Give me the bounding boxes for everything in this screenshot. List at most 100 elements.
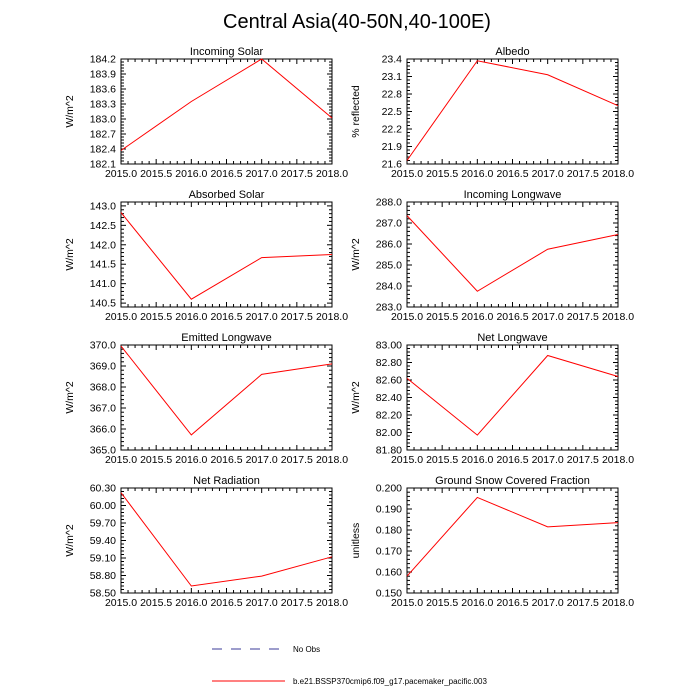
y-tick-label: 285.0 — [376, 260, 402, 272]
x-tick-label: 2016.5 — [496, 597, 528, 609]
y-tick-label: 59.70 — [90, 518, 116, 530]
y-tick-label: 82.00 — [376, 427, 402, 439]
x-tick-label: 2016.5 — [496, 311, 528, 323]
x-tick-label: 2015.5 — [140, 168, 172, 180]
series-line — [406, 215, 619, 292]
x-tick-label: 2017.5 — [567, 168, 599, 180]
x-tick-label: 2016.0 — [175, 597, 207, 609]
legend-label-model-run: b.e21.BSSP370cmip6.f09_g17.pacemaker_pac… — [293, 677, 487, 686]
y-tick-label: 183.0 — [90, 114, 116, 126]
x-tick-label: 2015.5 — [426, 597, 458, 609]
x-tick-label: 2015.0 — [105, 597, 137, 609]
y-tick-label: 140.5 — [90, 298, 116, 310]
series-line — [406, 60, 619, 161]
y-tick-label: 366.0 — [90, 424, 116, 436]
panel-emitted-longwave: Emitted Longwave 2015.0 2015.5 2016.0 2016.5… — [64, 332, 348, 466]
y-tick-label: 22.2 — [382, 124, 403, 136]
y-axis-label: unitless — [350, 523, 362, 559]
y-tick-label: 183.6 — [90, 84, 116, 96]
panel-title: Net Radiation — [193, 475, 260, 487]
x-tick-label: 2016.0 — [175, 168, 207, 180]
y-axis-label: % reflected — [350, 85, 362, 138]
series-line — [120, 345, 333, 436]
x-tick-label: 2017.5 — [567, 311, 599, 323]
y-tick-label: 82.80 — [376, 357, 402, 369]
y-axis-label: W/m^2 — [350, 381, 362, 414]
x-tick-label: 2016.0 — [461, 311, 493, 323]
x-tick-label: 2017.0 — [246, 454, 278, 466]
x-tick-label: 2015.5 — [140, 454, 172, 466]
x-tick-label: 2018.0 — [316, 168, 348, 180]
panel-title: Emitted Longwave — [181, 332, 272, 344]
x-tick-label: 2016.5 — [210, 168, 242, 180]
panel-title: Absorbed Solar — [189, 189, 265, 201]
y-tick-label: 288.0 — [376, 197, 402, 209]
series-line — [406, 496, 619, 577]
panel-incoming-longwave: Incoming Longwave 2015.0 2015.5 2016.0 2016.… — [350, 189, 634, 323]
x-tick-label: 2016.5 — [210, 454, 242, 466]
x-tick-label: 2016.5 — [496, 168, 528, 180]
y-tick-label: 184.2 — [90, 54, 116, 66]
y-tick-label: 183.3 — [90, 99, 116, 111]
legend-label-no-obs: No Obs — [293, 645, 320, 654]
y-axis-label: W/m^2 — [64, 381, 76, 414]
series-line — [120, 58, 333, 151]
x-tick-label: 2018.0 — [316, 311, 348, 323]
y-tick-label: 81.80 — [376, 445, 402, 457]
x-tick-label: 2016.0 — [175, 454, 207, 466]
y-tick-label: 143.0 — [90, 200, 116, 212]
x-tick-label: 2016.5 — [210, 597, 242, 609]
x-tick-label: 2015.5 — [426, 311, 458, 323]
x-tick-label: 2015.0 — [391, 168, 423, 180]
x-tick-label: 2016.0 — [461, 597, 493, 609]
y-tick-label: 0.160 — [376, 567, 402, 579]
x-tick-label: 2017.0 — [532, 597, 564, 609]
x-tick-label: 2018.0 — [602, 311, 634, 323]
x-tick-label: 2017.5 — [281, 311, 313, 323]
x-tick-label: 2017.0 — [532, 454, 564, 466]
y-tick-label: 183.9 — [90, 69, 116, 81]
y-tick-label: 283.0 — [376, 302, 402, 314]
panel-title: Net Longwave — [477, 332, 547, 344]
y-tick-label: 22.5 — [382, 106, 403, 118]
panel-title: Incoming Longwave — [464, 189, 562, 201]
y-tick-label: 368.0 — [90, 382, 116, 394]
y-tick-label: 182.7 — [90, 129, 116, 141]
panel-absorbed-solar: Absorbed Solar 2015.0 2015.5 2016.0 2016.5 20… — [64, 189, 348, 323]
y-tick-label: 369.0 — [90, 361, 116, 373]
panel-title: Albedo — [495, 46, 529, 58]
panel-title: Incoming Solar — [190, 46, 264, 58]
series-line — [406, 354, 619, 436]
x-tick-label: 2015.0 — [391, 597, 423, 609]
y-tick-label: 142.5 — [90, 220, 116, 232]
x-tick-label: 2016.5 — [496, 454, 528, 466]
x-tick-label: 2018.0 — [316, 597, 348, 609]
x-tick-label: 2017.5 — [281, 168, 313, 180]
x-tick-label: 2016.0 — [461, 168, 493, 180]
x-tick-label: 2017.5 — [567, 597, 599, 609]
x-tick-label: 2015.0 — [391, 311, 423, 323]
x-tick-label: 2015.5 — [140, 311, 172, 323]
y-tick-label: 60.30 — [90, 483, 116, 495]
panel-title: Ground Snow Covered Fraction — [435, 475, 590, 487]
y-tick-label: 0.150 — [376, 588, 402, 600]
y-axis-label: W/m^2 — [350, 238, 362, 271]
x-tick-label: 2017.5 — [281, 597, 313, 609]
series-line — [120, 492, 333, 587]
x-tick-label: 2017.0 — [246, 311, 278, 323]
y-tick-label: 60.00 — [90, 500, 116, 512]
y-tick-label: 82.60 — [376, 375, 402, 387]
y-tick-label: 286.0 — [376, 239, 402, 251]
x-tick-label: 2015.0 — [105, 454, 137, 466]
y-tick-label: 82.40 — [376, 392, 402, 404]
y-tick-label: 367.0 — [90, 403, 116, 415]
y-axis-label: W/m^2 — [64, 238, 76, 271]
x-tick-label: 2015.0 — [105, 311, 137, 323]
y-tick-label: 287.0 — [376, 218, 402, 230]
y-tick-label: 23.4 — [382, 54, 403, 66]
y-tick-label: 0.170 — [376, 546, 402, 558]
y-tick-label: 59.40 — [90, 535, 116, 547]
x-tick-label: 2015.5 — [140, 597, 172, 609]
x-tick-label: 2016.0 — [461, 454, 493, 466]
